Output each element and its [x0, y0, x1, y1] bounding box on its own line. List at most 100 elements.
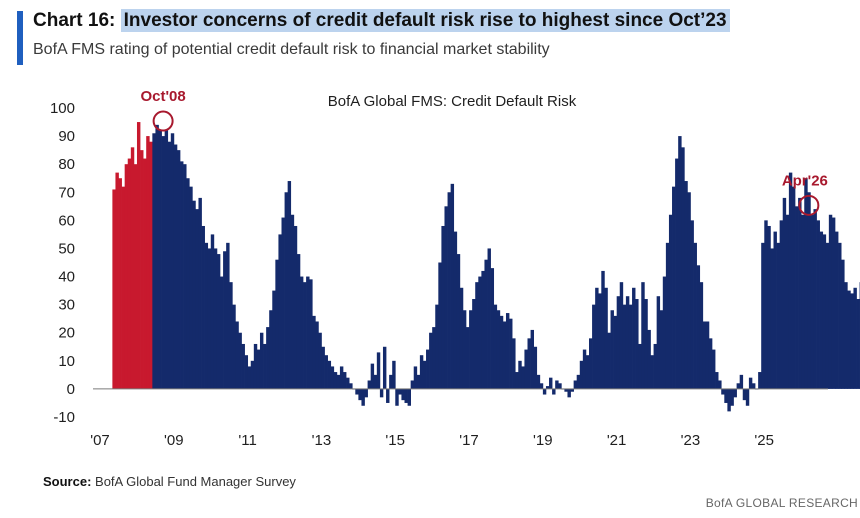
bar — [226, 242, 230, 389]
bar — [367, 380, 372, 389]
bar — [619, 282, 624, 389]
bar — [149, 141, 153, 389]
bar — [632, 287, 636, 389]
bar — [466, 327, 470, 389]
bar — [616, 296, 621, 389]
annotation-circle — [798, 194, 820, 216]
chart-inner-title: BofA Global FMS: Credit Default Risk — [328, 93, 577, 110]
bar — [201, 225, 205, 389]
bar — [303, 282, 307, 389]
x-tick-label: '07 — [90, 432, 110, 449]
source-text: BofA Global Fund Manager Survey — [95, 474, 296, 489]
bar — [628, 304, 633, 389]
title-accent-bar — [17, 11, 23, 65]
bar — [613, 315, 618, 389]
bar — [164, 130, 169, 389]
bar — [813, 209, 817, 389]
bar — [816, 220, 820, 389]
bar — [361, 388, 365, 406]
bar — [610, 310, 614, 389]
bar — [702, 321, 707, 389]
bar — [146, 136, 150, 389]
y-tick-label: -10 — [53, 409, 75, 426]
bar — [398, 388, 402, 395]
bar — [779, 220, 784, 389]
bar — [659, 310, 664, 389]
bar — [349, 383, 353, 389]
bar — [844, 282, 848, 389]
bar — [607, 332, 611, 389]
chart-headline: Investor concerns of credit default risk… — [120, 9, 730, 32]
bar — [487, 248, 491, 389]
bar — [358, 388, 362, 401]
bar — [462, 310, 467, 389]
bar — [293, 225, 298, 389]
bar — [247, 366, 252, 389]
bar — [647, 329, 651, 389]
bar — [798, 197, 802, 389]
bar — [776, 242, 780, 389]
bar — [407, 388, 411, 406]
bar — [721, 388, 725, 395]
bar — [475, 282, 479, 389]
y-tick-label: 60 — [58, 212, 75, 229]
bar — [259, 332, 264, 389]
y-tick-label: 20 — [58, 325, 75, 342]
bar — [712, 349, 716, 389]
bar — [343, 372, 347, 389]
bar — [758, 372, 762, 389]
y-tick-label: 70 — [58, 184, 75, 201]
bar — [130, 147, 135, 389]
bar — [718, 380, 722, 389]
bar — [346, 377, 350, 389]
bar — [684, 181, 688, 389]
bar — [512, 338, 516, 389]
bar — [650, 355, 654, 389]
bar — [656, 296, 661, 389]
bar — [481, 270, 485, 389]
bar — [742, 388, 747, 401]
bar — [272, 290, 276, 389]
bar — [592, 304, 596, 389]
bar — [585, 355, 590, 389]
bar — [505, 313, 510, 389]
y-tick-label: 40 — [58, 269, 75, 286]
bar — [327, 360, 332, 389]
bar — [244, 355, 249, 389]
bar — [545, 386, 550, 389]
y-tick-label: 90 — [58, 128, 75, 145]
bar — [555, 380, 559, 389]
bar — [459, 287, 464, 389]
bar — [595, 287, 599, 389]
bar — [518, 360, 522, 389]
bar — [764, 220, 768, 389]
chart-number: Chart 16: — [33, 10, 116, 31]
bar — [299, 276, 304, 389]
bar — [822, 234, 827, 389]
bar — [161, 136, 165, 389]
bar — [853, 287, 857, 389]
bar — [370, 363, 375, 389]
bar — [441, 225, 445, 389]
bar — [730, 388, 734, 406]
bar — [705, 321, 710, 389]
bar — [121, 186, 126, 389]
y-tick-label: 100 — [50, 100, 75, 117]
bar — [699, 282, 704, 389]
x-tick-label: '21 — [607, 432, 627, 449]
bar — [204, 242, 209, 389]
bar — [281, 217, 285, 389]
bar — [170, 133, 175, 389]
bar — [773, 231, 777, 389]
bar — [601, 270, 605, 389]
bar — [330, 366, 335, 389]
bar — [155, 124, 159, 389]
bar — [807, 192, 811, 389]
bar — [589, 338, 593, 389]
x-tick-label: '25 — [754, 432, 774, 449]
bar — [638, 343, 642, 389]
chart-title: Chart 16: Investor concerns of credit de… — [33, 9, 730, 32]
bar — [687, 192, 691, 389]
bar — [127, 158, 132, 389]
